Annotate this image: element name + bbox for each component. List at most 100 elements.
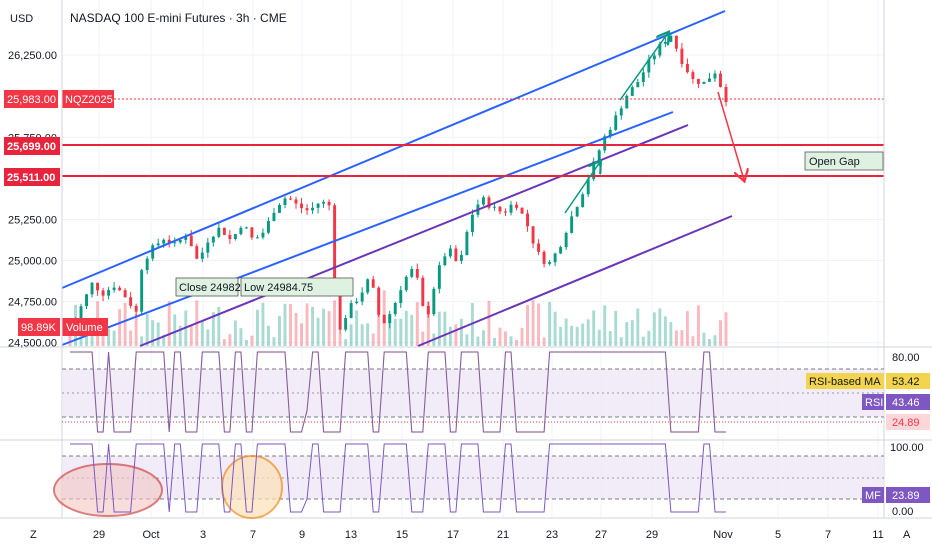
rsi-value: 43.46 <box>892 397 920 409</box>
price-tick: 24,750.00 <box>8 297 57 309</box>
volume-bar <box>691 336 695 346</box>
volume-bar <box>156 322 160 346</box>
candle-body <box>206 242 210 253</box>
mf-label: MF <box>865 490 881 502</box>
volume-bar <box>696 305 700 346</box>
time-tick: 21 <box>497 529 509 541</box>
candle-body <box>211 236 215 243</box>
volume-bar <box>338 333 342 346</box>
volume-bar <box>162 334 166 346</box>
time-tick: 3 <box>200 529 206 541</box>
volume-bar <box>515 339 518 346</box>
volume-bar <box>123 302 127 346</box>
candle-body <box>575 207 579 217</box>
volume-bar <box>118 309 122 346</box>
volume-bar <box>410 314 414 346</box>
candle-body <box>707 78 711 82</box>
instrument-label: NQZ2025 <box>65 94 113 106</box>
volume-bar <box>575 326 579 346</box>
volume-bar <box>266 325 270 346</box>
volume-bar <box>669 322 673 346</box>
volume-bar <box>228 334 232 346</box>
candle-body <box>261 232 265 238</box>
volume-bar <box>625 321 629 346</box>
candle-body <box>96 282 100 291</box>
candle-body <box>685 63 689 73</box>
candle-body <box>151 245 155 259</box>
volume-bar <box>101 332 105 346</box>
green-arrow-1 <box>564 162 600 214</box>
volume-bar <box>564 318 568 346</box>
volume-bar <box>608 331 612 346</box>
volume-bar <box>355 310 359 346</box>
mf-value: 23.89 <box>892 490 920 502</box>
candle-body <box>570 216 574 233</box>
candle-body <box>338 288 342 330</box>
candles <box>68 32 728 334</box>
rsi-label: RSI <box>865 397 883 409</box>
candle-body <box>371 279 375 288</box>
volume-bar <box>233 320 237 346</box>
candle-body <box>173 242 177 244</box>
candle-body <box>630 87 634 96</box>
timezone-button[interactable]: Z <box>30 529 37 541</box>
volume-bars <box>68 290 728 346</box>
candle-body <box>316 203 320 208</box>
candle-body <box>691 72 695 79</box>
candle-body <box>327 201 331 206</box>
candle-body <box>625 95 629 109</box>
volume-bar <box>542 337 546 346</box>
time-tick: 27 <box>595 529 607 541</box>
volume-bar <box>333 300 337 346</box>
candle-body <box>399 290 403 304</box>
candle-body <box>178 239 182 243</box>
candle-body <box>454 248 458 261</box>
volume-bar <box>581 323 585 346</box>
candle-body <box>255 237 259 239</box>
candle-body <box>432 288 436 315</box>
candle-body <box>283 198 287 206</box>
candle-body <box>421 277 425 306</box>
volume-bar <box>641 336 645 346</box>
volume-bar <box>652 312 656 346</box>
candle-body <box>658 43 662 56</box>
level-tag-25511: 25,511.00 <box>4 168 60 186</box>
candle-body <box>162 239 166 244</box>
rsi-line <box>70 351 726 433</box>
candle-body <box>360 292 364 302</box>
candle-body <box>167 239 171 243</box>
time-tick: 23 <box>546 529 558 541</box>
volume-bar <box>300 323 303 346</box>
candle-body <box>200 252 204 259</box>
candle-body <box>636 82 640 88</box>
candle-body <box>366 279 370 293</box>
candle-body <box>294 199 298 204</box>
volume-bar <box>719 320 722 346</box>
candle-body <box>415 269 419 278</box>
candle-body <box>542 251 546 264</box>
candle-body <box>493 206 496 208</box>
last-price-value: 25,983.00 <box>7 94 56 106</box>
candle-body <box>548 262 552 264</box>
candle-body <box>520 207 524 214</box>
candle-body <box>586 179 590 195</box>
volume-bar <box>476 336 480 346</box>
volume-bar <box>548 302 552 346</box>
price-axis: 26,250.0025,750.0025,250.0025,000.0024,7… <box>8 50 57 350</box>
rsi-tick-low: 24.89 <box>892 417 920 429</box>
candle-body <box>470 214 474 232</box>
volume-bar <box>531 300 535 346</box>
auto-scale-button[interactable]: A <box>903 529 911 541</box>
candle-body <box>382 314 386 324</box>
volume-bar <box>498 327 502 346</box>
volume-bar <box>189 325 193 346</box>
rsi-ma-label: RSI-based MA <box>809 376 881 388</box>
candle-body <box>393 303 397 315</box>
volume-bar <box>658 308 662 346</box>
volume-bar <box>465 334 469 346</box>
volume-bar <box>151 320 155 346</box>
candle-body <box>619 108 623 116</box>
price-tick: 25,250.00 <box>8 214 57 226</box>
volume-bar <box>663 316 667 346</box>
volume-bar <box>603 305 607 346</box>
